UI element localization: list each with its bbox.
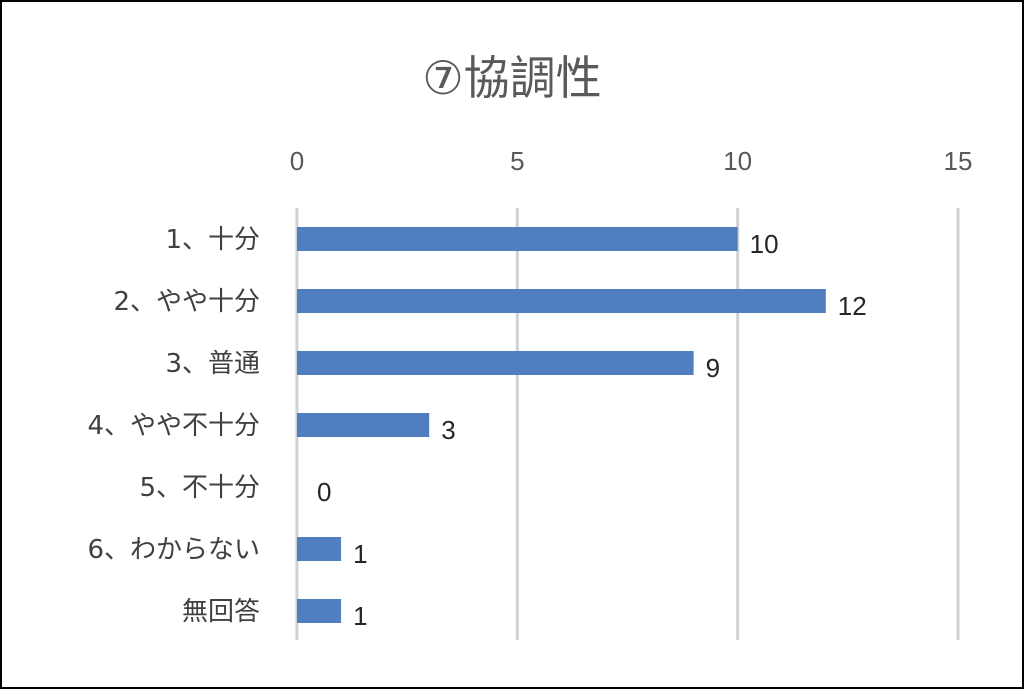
x-tick-label: 10 — [723, 146, 752, 176]
bar — [297, 537, 342, 561]
chart-title: ⑦協調性 — [422, 51, 602, 105]
data-label: 1 — [353, 601, 367, 631]
x-tick-label: 5 — [510, 146, 524, 176]
data-label: 3 — [441, 415, 455, 445]
category-label: 2、やや十分 — [113, 287, 260, 317]
data-label: 0 — [317, 477, 331, 507]
bar — [297, 599, 342, 623]
category-label: 5、不十分 — [139, 473, 260, 503]
x-tick-label: 15 — [944, 146, 973, 176]
category-label: 3、普通 — [165, 349, 260, 379]
x-tick-label: 0 — [290, 146, 304, 176]
data-label: 12 — [838, 291, 867, 321]
bar — [297, 289, 826, 313]
category-label: 1、十分 — [165, 225, 260, 255]
data-label: 10 — [750, 229, 779, 259]
category-label: 6、わからない — [87, 535, 260, 565]
bar — [297, 413, 430, 437]
data-label: 9 — [706, 353, 720, 383]
data-label: 1 — [353, 539, 367, 569]
category-label: 4、やや不十分 — [87, 411, 260, 441]
bar — [297, 227, 738, 251]
category-label: 無回答 — [182, 597, 260, 627]
bar — [297, 351, 694, 375]
